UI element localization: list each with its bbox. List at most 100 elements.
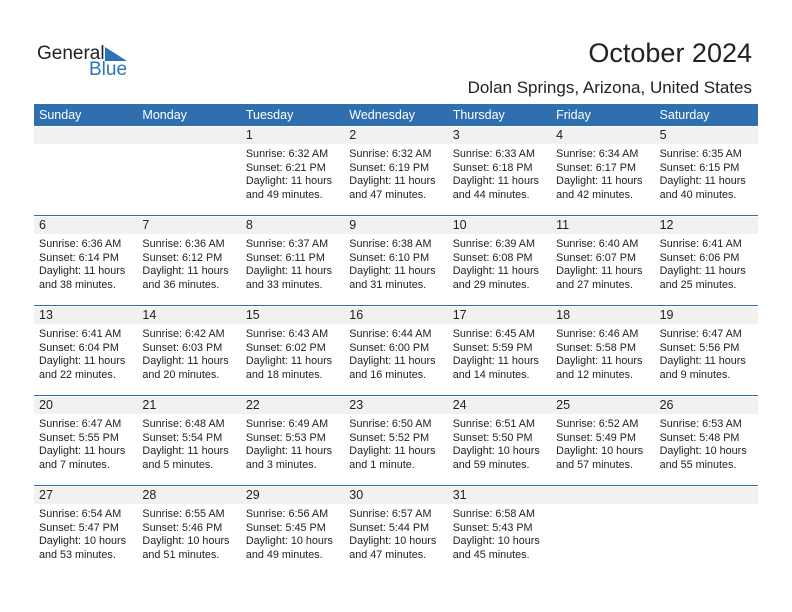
day-number: 15 bbox=[245, 308, 260, 322]
sunset-text: Sunset: 6:04 PM bbox=[39, 341, 119, 354]
day-number: 27 bbox=[39, 488, 53, 502]
day-cell: 15 Sunrise: 6:43 AM Sunset: 6:02 PM Dayl… bbox=[241, 307, 344, 397]
daylight-minutes-text: and 49 minutes. bbox=[245, 548, 323, 561]
day-number: 19 bbox=[659, 308, 674, 322]
weekday-header: Sunday Monday Tuesday Wednesday Thursday Frid… bbox=[34, 104, 758, 126]
week-row: 13 Sunrise: 6:41 AM Sunset: 6:04 PM Dayl… bbox=[34, 305, 758, 397]
day-cell: 29 Sunrise: 6:56 AM Sunset: 5:45 PM Dayl… bbox=[241, 487, 344, 577]
week-row: 1 Sunrise: 6:32 AM Sunset: 6:21 PM Dayli… bbox=[34, 127, 758, 217]
day-cell: 26 Sunrise: 6:53 AM Sunset: 5:48 PM Dayl… bbox=[655, 397, 758, 487]
day-cell: 20 Sunrise: 6:47 AM Sunset: 5:55 PM Dayl… bbox=[34, 397, 137, 487]
daylight-text: Daylight: 10 hours bbox=[349, 535, 437, 547]
daylight-text: Daylight: 11 hours bbox=[452, 265, 539, 277]
day-number: 31 bbox=[452, 488, 467, 502]
daylight-text: Daylight: 11 hours bbox=[556, 265, 643, 277]
daylight-minutes-text: and 31 minutes. bbox=[349, 278, 427, 291]
day-cell: 27 Sunrise: 6:54 AM Sunset: 5:47 PM Dayl… bbox=[34, 487, 137, 577]
sunrise-text: Sunrise: 6:50 AM bbox=[349, 418, 432, 430]
daylight-minutes-text: and 27 minutes. bbox=[556, 278, 633, 291]
weekday-thursday: Thursday bbox=[452, 108, 505, 122]
date-band bbox=[34, 307, 758, 324]
daylight-text: Daylight: 10 hours bbox=[142, 535, 230, 547]
sunrise-text: Sunrise: 6:39 AM bbox=[452, 238, 535, 250]
daylight-text: Daylight: 11 hours bbox=[659, 175, 746, 187]
sunset-text: Sunset: 6:07 PM bbox=[556, 251, 636, 264]
week-divider bbox=[34, 215, 758, 216]
sunset-text: Sunset: 6:10 PM bbox=[349, 251, 430, 264]
sunrise-text: Sunrise: 6:51 AM bbox=[452, 418, 535, 430]
daylight-minutes-text: and 47 minutes. bbox=[349, 548, 427, 561]
sunset-text: Sunset: 5:43 PM bbox=[452, 521, 533, 534]
daylight-text: Daylight: 11 hours bbox=[142, 355, 229, 367]
sunset-text: Sunset: 5:48 PM bbox=[659, 431, 740, 444]
day-number: 1 bbox=[245, 128, 253, 142]
daylight-minutes-text: and 3 minutes. bbox=[245, 458, 317, 471]
daylight-text: Daylight: 11 hours bbox=[245, 175, 333, 187]
day-cell: 8 Sunrise: 6:37 AM Sunset: 6:11 PM Dayli… bbox=[241, 217, 344, 307]
sunrise-text: Sunrise: 6:52 AM bbox=[556, 418, 639, 430]
sunrise-text: Sunrise: 6:42 AM bbox=[142, 328, 225, 340]
sunrise-text: Sunrise: 6:34 AM bbox=[556, 148, 639, 160]
daylight-minutes-text: and 49 minutes. bbox=[245, 188, 323, 201]
daylight-minutes-text: and 40 minutes. bbox=[659, 188, 737, 201]
sunrise-text: Sunrise: 6:44 AM bbox=[349, 328, 432, 340]
day-number: 23 bbox=[349, 398, 364, 412]
daylight-text: Daylight: 11 hours bbox=[659, 265, 746, 277]
day-number: 26 bbox=[659, 398, 674, 412]
sunset-text: Sunset: 6:11 PM bbox=[245, 251, 325, 264]
sunset-text: Sunset: 5:47 PM bbox=[39, 521, 119, 534]
daylight-minutes-text: and 29 minutes. bbox=[452, 278, 530, 291]
daylight-minutes-text: and 9 minutes. bbox=[659, 368, 731, 381]
day-number: 30 bbox=[349, 488, 364, 502]
day-cell: 7 Sunrise: 6:36 AM Sunset: 6:12 PM Dayli… bbox=[137, 217, 240, 307]
sunrise-text: Sunrise: 6:33 AM bbox=[452, 148, 535, 160]
day-cell: 5 Sunrise: 6:35 AM Sunset: 6:15 PM Dayli… bbox=[655, 127, 758, 217]
daylight-text: Daylight: 11 hours bbox=[349, 445, 436, 457]
week-divider bbox=[34, 395, 758, 396]
date-band bbox=[34, 217, 758, 234]
location-subtitle: Dolan Springs, Arizona, United States bbox=[467, 78, 752, 97]
daylight-minutes-text: and 5 minutes. bbox=[142, 458, 214, 471]
sunrise-text: Sunrise: 6:40 AM bbox=[556, 238, 639, 250]
daylight-text: Daylight: 10 hours bbox=[452, 535, 540, 547]
sunset-text: Sunset: 6:02 PM bbox=[245, 341, 326, 354]
sunset-text: Sunset: 5:44 PM bbox=[349, 521, 430, 534]
daylight-text: Daylight: 11 hours bbox=[452, 175, 539, 187]
sunrise-text: Sunrise: 6:54 AM bbox=[39, 508, 122, 520]
day-number: 21 bbox=[142, 398, 157, 412]
sunset-text: Sunset: 5:56 PM bbox=[659, 341, 740, 354]
page-title: October 2024 bbox=[588, 38, 752, 68]
daylight-minutes-text: and 18 minutes. bbox=[245, 368, 323, 381]
daylight-text: Daylight: 11 hours bbox=[556, 175, 643, 187]
daylight-text: Daylight: 10 hours bbox=[659, 445, 747, 457]
day-number: 3 bbox=[452, 128, 460, 142]
daylight-minutes-text: and 57 minutes. bbox=[556, 458, 633, 471]
sunset-text: Sunset: 5:46 PM bbox=[142, 521, 223, 534]
sunrise-text: Sunrise: 6:41 AM bbox=[39, 328, 122, 340]
day-number: 10 bbox=[452, 218, 467, 232]
day-cell: 9 Sunrise: 6:38 AM Sunset: 6:10 PM Dayli… bbox=[344, 217, 447, 307]
week-row: 27 Sunrise: 6:54 AM Sunset: 5:47 PM Dayl… bbox=[34, 485, 758, 577]
day-cell: 19 Sunrise: 6:47 AM Sunset: 5:56 PM Dayl… bbox=[655, 307, 758, 397]
sunset-text: Sunset: 5:45 PM bbox=[245, 521, 326, 534]
daylight-text: Daylight: 11 hours bbox=[556, 355, 643, 367]
day-cell: 31 Sunrise: 6:58 AM Sunset: 5:43 PM Dayl… bbox=[448, 487, 551, 577]
daylight-minutes-text: and 45 minutes. bbox=[452, 548, 530, 561]
day-number: 6 bbox=[39, 218, 46, 232]
sunrise-text: Sunrise: 6:36 AM bbox=[142, 238, 225, 250]
sunset-text: Sunset: 5:50 PM bbox=[452, 431, 533, 444]
logo-text-general: General bbox=[37, 43, 105, 64]
sunrise-text: Sunrise: 6:36 AM bbox=[39, 238, 122, 250]
daylight-minutes-text: and 14 minutes. bbox=[452, 368, 530, 381]
day-cell: 1 Sunrise: 6:32 AM Sunset: 6:21 PM Dayli… bbox=[241, 127, 344, 217]
sunset-text: Sunset: 6:17 PM bbox=[556, 161, 636, 174]
date-band bbox=[34, 397, 758, 414]
daylight-minutes-text: and 16 minutes. bbox=[349, 368, 427, 381]
week-row: 6 Sunrise: 6:36 AM Sunset: 6:14 PM Dayli… bbox=[34, 215, 758, 307]
sunset-text: Sunset: 5:53 PM bbox=[245, 431, 326, 444]
daylight-text: Daylight: 11 hours bbox=[659, 355, 746, 367]
sunrise-text: Sunrise: 6:45 AM bbox=[452, 328, 535, 340]
sunrise-text: Sunrise: 6:32 AM bbox=[349, 148, 432, 160]
sunrise-text: Sunrise: 6:32 AM bbox=[245, 148, 329, 160]
